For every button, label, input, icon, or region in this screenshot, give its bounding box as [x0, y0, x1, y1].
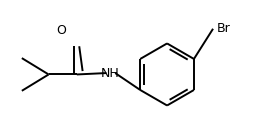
Text: NH: NH	[101, 67, 119, 80]
Text: Br: Br	[216, 22, 230, 35]
Text: O: O	[57, 24, 66, 37]
